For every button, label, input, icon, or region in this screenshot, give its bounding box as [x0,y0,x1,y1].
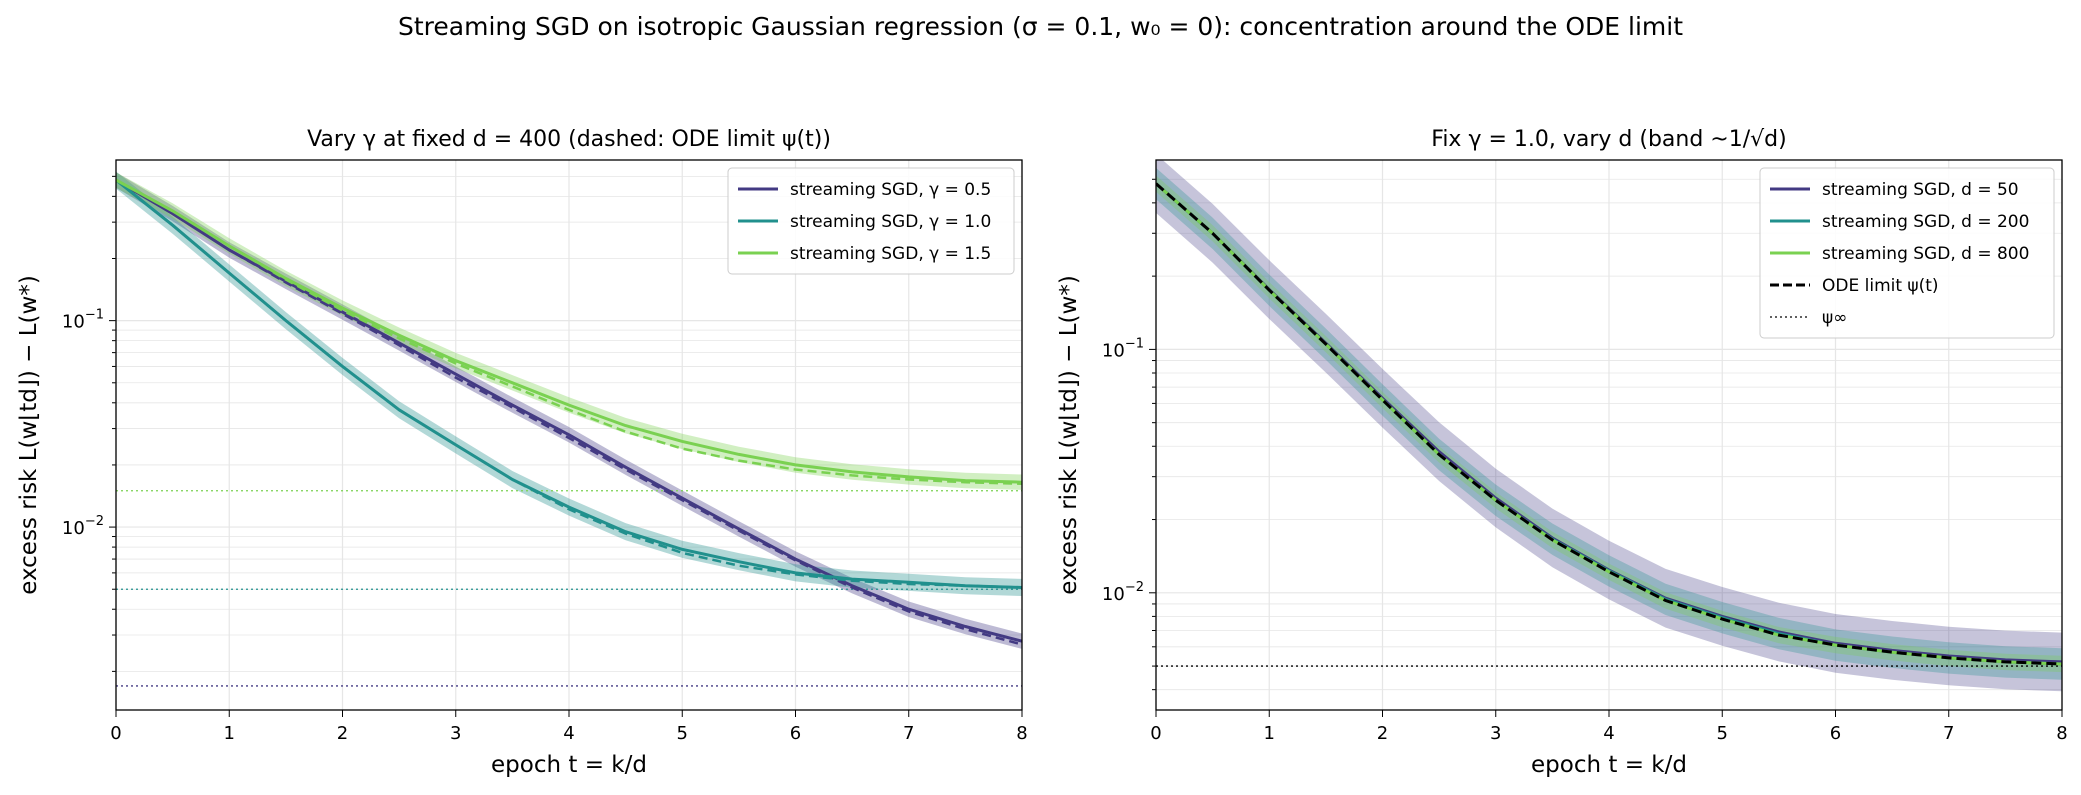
figure-title: Streaming SGD on isotropic Gaussian regr… [397,12,1683,41]
y-axis-label: excess risk L(w⌊td⌋) − L(w*) [16,275,42,595]
x-tick-label: 5 [677,723,688,744]
legend-entry-label: streaming SGD, γ = 0.5 [790,180,991,200]
ode-line-green [116,178,1022,486]
y-tick-label: 10−1 [62,308,104,333]
y-tick-exponent: −2 [85,514,104,529]
ode-line-teal [116,179,1022,589]
axes-frame [115,159,1023,711]
x-tick-label: 1 [224,723,235,744]
x-tick-label: 8 [2056,723,2067,744]
legend-entry-label: ψ∞ [1822,308,1847,328]
y-tick-base: 10 [1102,584,1125,605]
legend-box [1759,167,2055,339]
y-tick-base: 10 [62,518,85,539]
x-tick-label: 1 [1264,723,1275,744]
panel-title: Vary γ at fixed d = 400 (dashed: ODE lim… [307,127,831,152]
series-line-green [1156,182,2062,666]
legend: streaming SGD, γ = 0.5 streaming SGD, γ =… [727,167,1015,275]
x-tick-label: 4 [1603,723,1614,744]
legend-entry-label: streaming SGD, γ = 1.5 [790,244,991,264]
x-tick-label: 8 [1016,723,1027,744]
y-tick-label: 10−2 [1102,580,1144,605]
plot-area [116,171,1022,687]
panel-title: Fix γ = 1.0, vary d (band ~1/√d) [1431,127,1786,152]
legend-box [727,167,1015,275]
y-tick-base: 10 [62,312,85,333]
y-tick-base: 10 [1102,340,1125,361]
band-purple [1156,160,2062,692]
x-tick-label: 0 [1150,723,1161,744]
x-tick-label: 4 [563,723,574,744]
y-tick-label: 10−1 [1102,336,1144,361]
band-teal [1156,167,2062,680]
x-axis-label: epoch t = k/d [1531,752,1687,778]
plot-area [1156,160,2062,692]
x-tick-label: 7 [903,723,914,744]
series-line-teal [116,178,1022,589]
axes-frame [1155,159,2063,711]
y-tick-exponent: −1 [85,308,104,323]
y-tick-exponent: −2 [1125,580,1144,595]
x-tick-label: 5 [1717,723,1728,744]
x-tick-label: 3 [450,723,461,744]
x-axis-label: epoch t = k/d [491,752,647,778]
x-tick-label: 2 [1377,723,1388,744]
legend-entry-label: streaming SGD, d = 800 [1822,244,2029,264]
x-tick-label: 6 [790,723,801,744]
ode-line-purple [116,178,1022,646]
x-tick-label: 2 [337,723,348,744]
y-tick-exponent: −1 [1125,336,1144,351]
x-tick-label: 7 [1943,723,1954,744]
y-tick-label: 10−2 [62,514,104,539]
x-tick-label: 0 [110,723,121,744]
legend-entry-label: ODE limit ψ(t) [1822,276,1939,296]
legend-entry-label: streaming SGD, d = 200 [1822,212,2029,232]
legend-entry-label: streaming SGD, γ = 1.0 [790,212,991,232]
legend-entry-label: streaming SGD, d = 50 [1822,180,2019,200]
x-tick-label: 6 [1830,723,1841,744]
y-axis-label: excess risk L(w⌊td⌋) − L(w*) [1056,275,1082,595]
legend: streaming SGD, d = 50 streaming SGD, d = … [1759,167,2055,339]
band-teal [116,171,1022,596]
x-tick-label: 3 [1490,723,1501,744]
